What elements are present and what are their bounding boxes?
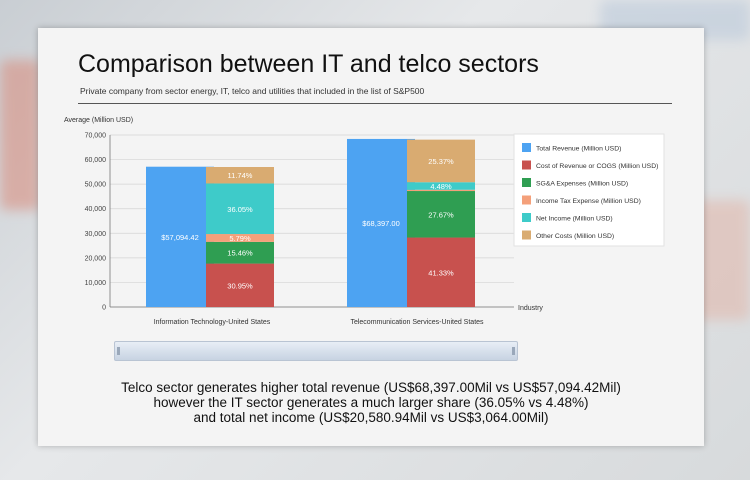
bar-segment bbox=[206, 166, 274, 184]
x-category-label: Information Technology-United States bbox=[154, 319, 271, 326]
bar-segment bbox=[407, 139, 475, 183]
bar-segment bbox=[407, 182, 475, 190]
y-tick-label: 50,000 bbox=[85, 182, 107, 189]
bar-segment bbox=[206, 263, 274, 307]
caption-line: and total net income (US$20,580.94Mil vs… bbox=[193, 410, 549, 425]
data-label: $68,397.00 bbox=[362, 219, 400, 228]
x-axis-label: Industry bbox=[518, 305, 543, 312]
legend-label: Net Income (Million USD) bbox=[536, 216, 613, 223]
data-label: 41.33% bbox=[428, 268, 454, 277]
y-tick-label: 30,000 bbox=[85, 231, 107, 238]
caption: Telco sector generates higher total reve… bbox=[38, 380, 704, 425]
bar-segment bbox=[407, 189, 475, 192]
legend-label: SG&A Expenses (Million USD) bbox=[536, 181, 628, 188]
legend-label: Cost of Revenue or COGS (Million USD) bbox=[536, 163, 658, 170]
bar-segment bbox=[407, 191, 475, 238]
legend-label: Income Tax Expense (Million USD) bbox=[536, 198, 641, 205]
y-tick-label: 10,000 bbox=[85, 280, 107, 287]
legend-swatch bbox=[522, 213, 531, 222]
legend-box bbox=[513, 133, 665, 247]
bar-total-revenue bbox=[146, 166, 214, 307]
data-label: 30.95% bbox=[227, 281, 253, 290]
page-title: Comparison between IT and telco sectors bbox=[78, 50, 539, 78]
scrollbar-grip-right[interactable] bbox=[512, 347, 515, 355]
data-label: 36.05% bbox=[227, 205, 253, 214]
legend-label: Other Costs (Million USD) bbox=[536, 233, 614, 240]
legend-swatch bbox=[522, 195, 531, 205]
y-tick-label: 20,000 bbox=[85, 255, 107, 262]
bar-segment bbox=[206, 234, 274, 242]
data-label: 15.46% bbox=[227, 249, 253, 258]
data-label: 11.74% bbox=[228, 171, 253, 180]
bar-segment bbox=[206, 183, 274, 235]
y-tick-label: 70,000 bbox=[85, 133, 107, 140]
background-decor bbox=[0, 60, 40, 210]
scrollbar-grip-left[interactable] bbox=[117, 347, 120, 355]
legend-swatch bbox=[522, 143, 531, 152]
y-tick-label: 40,000 bbox=[85, 206, 107, 213]
caption-line: however the IT sector generates a much l… bbox=[153, 395, 589, 410]
data-label: 4.48% bbox=[430, 182, 452, 191]
infographic-panel: Comparison between IT and telco sectors … bbox=[38, 28, 704, 446]
y-tick-label: 60,000 bbox=[85, 157, 107, 164]
chart-scrollbar[interactable] bbox=[114, 341, 518, 361]
x-category-label: Telecommunication Services-United States bbox=[350, 319, 484, 326]
data-label: 27.67% bbox=[428, 210, 454, 219]
bar-segment bbox=[206, 241, 274, 264]
stacked-bar-chart: 0 10,000 20,000 30,000 40,000 50,000 60,000 70,… bbox=[64, 117, 665, 326]
legend-label: Total Revenue (Million USD) bbox=[536, 146, 621, 153]
data-label: $57,094.42 bbox=[161, 233, 199, 242]
data-label: 5.79% bbox=[229, 234, 251, 243]
title-divider bbox=[78, 103, 672, 104]
data-label: 25.37% bbox=[428, 157, 454, 166]
y-axis-label: Average (Million USD) bbox=[64, 117, 133, 124]
legend-swatch bbox=[522, 160, 531, 170]
legend-swatch bbox=[522, 178, 531, 187]
bar-total-revenue bbox=[347, 138, 415, 307]
y-tick-label: 0 bbox=[102, 305, 106, 312]
page-subtitle: Private company from sector energy, IT, … bbox=[80, 86, 425, 96]
bar-segment bbox=[407, 237, 475, 307]
legend-swatch bbox=[522, 230, 531, 240]
caption-line: Telco sector generates higher total reve… bbox=[121, 380, 621, 395]
